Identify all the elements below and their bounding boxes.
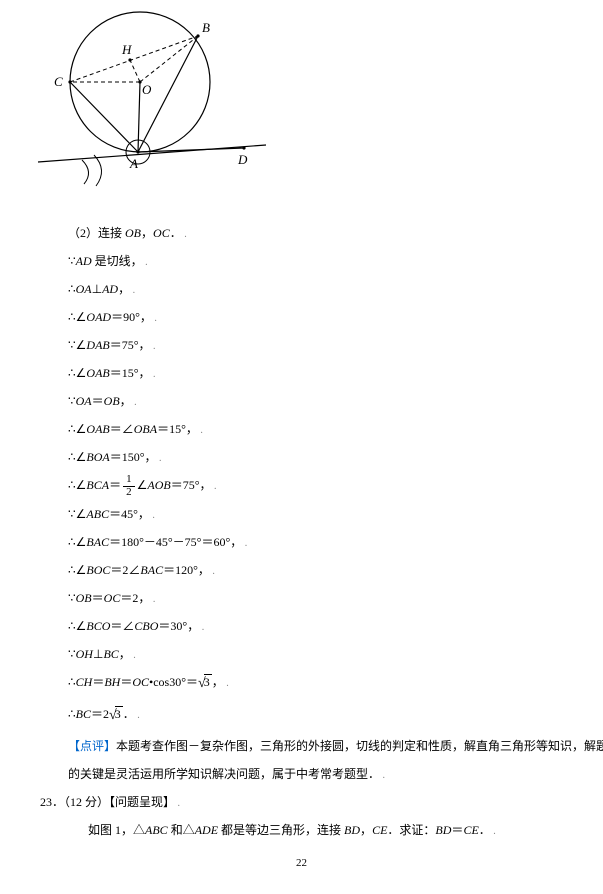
step-oh-bc: ∵OH⊥BC， . bbox=[40, 642, 563, 666]
page-number: 22 bbox=[40, 852, 563, 874]
svg-text:A: A bbox=[129, 156, 138, 171]
step-perp: ∴OA⊥AD， . bbox=[40, 277, 563, 301]
step-oab-oba: ∴∠OAB＝∠OBA＝15°， . bbox=[40, 417, 563, 441]
step-bac: ∴∠BAC＝180°－45°－75°＝60°， . bbox=[40, 530, 563, 554]
geometry-figure: A B C O H D bbox=[30, 0, 563, 203]
step-oad: ∴∠OAD＝90°， . bbox=[40, 305, 563, 329]
svg-text:B: B bbox=[202, 20, 210, 35]
svg-text:D: D bbox=[237, 152, 248, 167]
svg-text:C: C bbox=[54, 74, 63, 89]
step-tangent: ∵AD 是切线， . bbox=[40, 249, 563, 273]
step-boa: ∴∠BOA＝150°， . bbox=[40, 445, 563, 469]
step-dab: ∵∠DAB＝75°， . bbox=[40, 333, 563, 357]
step-bca: ∴∠BCA＝12∠AOB＝75°， . bbox=[40, 473, 563, 498]
step-ch-bh: ∴CH＝BH＝OC•cos30°＝√3， . bbox=[40, 670, 563, 698]
svg-text:O: O bbox=[142, 82, 152, 97]
step-connect: （2）连接 OB，OC． . bbox=[40, 221, 563, 245]
remark-label: 【点评】 bbox=[68, 739, 116, 753]
q23-header: 23．（12 分）【问题呈现】 . bbox=[40, 790, 563, 814]
remark-line2: 的关键是灵活运用所学知识解决问题，属于中考常考题型． . bbox=[40, 762, 563, 786]
remark-line1: 【点评】本题考查作图－复杂作图，三角形的外接圆，切线的判定和性质，解直角三角形等… bbox=[40, 734, 563, 758]
step-boc: ∴∠BOC＝2∠BAC＝120°， . bbox=[40, 558, 563, 582]
svg-text:H: H bbox=[121, 42, 132, 57]
step-bc-final: ∴BC＝2√3． . bbox=[40, 702, 563, 730]
step-bco-cbo: ∴∠BCO＝∠CBO＝30°， . bbox=[40, 614, 563, 638]
step-ob-oc: ∵OB＝OC＝2， . bbox=[40, 586, 563, 610]
step-abc: ∵∠ABC＝45°， . bbox=[40, 502, 563, 526]
step-oa-ob: ∵OA＝OB， . bbox=[40, 389, 563, 413]
q23-body: 如图 1，△ABC 和△ADE 都是等边三角形，连接 BD，CE．求证：BD＝C… bbox=[40, 818, 563, 842]
step-oab: ∴∠OAB＝15°， . bbox=[40, 361, 563, 385]
